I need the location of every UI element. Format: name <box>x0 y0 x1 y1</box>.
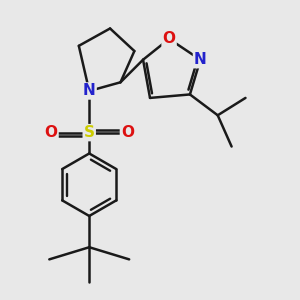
Text: S: S <box>84 125 95 140</box>
Text: N: N <box>194 52 207 67</box>
Text: O: O <box>121 125 134 140</box>
Text: O: O <box>44 125 58 140</box>
Text: O: O <box>163 32 176 46</box>
Text: N: N <box>83 83 96 98</box>
